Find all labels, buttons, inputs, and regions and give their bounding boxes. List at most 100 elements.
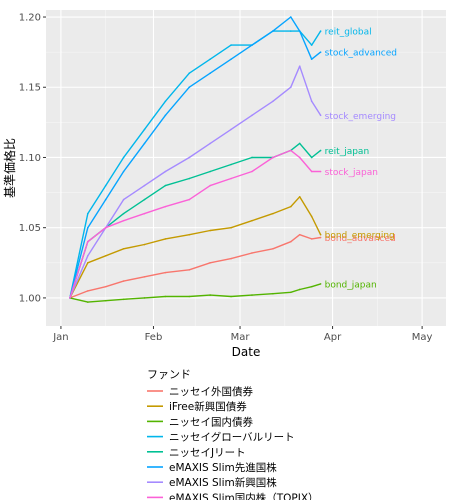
data-point-stock_advanced xyxy=(188,86,191,89)
data-point-stock_japan xyxy=(69,297,71,299)
data-point-bond_advanced xyxy=(289,240,292,243)
data-point-bond_emerging xyxy=(122,247,125,250)
data-point-stock_japan xyxy=(319,170,322,173)
data-point-bond_japan xyxy=(188,295,191,298)
x-tick-label: Mar xyxy=(231,332,251,343)
data-point-reit_japan xyxy=(143,198,146,201)
data-point-stock_emerging xyxy=(188,156,191,159)
data-point-stock_emerging xyxy=(122,198,125,201)
data-point-bond_japan xyxy=(319,283,322,285)
data-point-reit_japan xyxy=(319,149,322,152)
series-end-label-bond_japan: bond_japan xyxy=(325,280,377,290)
data-point-bond_advanced xyxy=(310,238,313,240)
series-end-label-stock_emerging: stock_emerging xyxy=(325,112,396,122)
data-point-stock_japan xyxy=(143,212,146,215)
data-point-stock_japan xyxy=(310,170,313,173)
data-point-stock_emerging xyxy=(230,128,232,131)
data-point-bond_emerging xyxy=(272,212,274,215)
y-tick-label: 1.00 xyxy=(19,293,41,304)
data-point-bond_advanced xyxy=(298,233,301,236)
data-point-bond_advanced xyxy=(188,269,191,271)
data-point-stock_japan xyxy=(209,184,211,187)
data-point-reit_global xyxy=(319,30,322,32)
data-point-stock_japan xyxy=(164,205,167,208)
data-point-bond_advanced xyxy=(164,271,167,274)
y-axis-title: 基準価格比 xyxy=(2,138,17,198)
data-point-bond_japan xyxy=(289,291,292,294)
data-point-bond_advanced xyxy=(272,247,274,250)
data-point-reit_japan xyxy=(164,184,167,187)
legend-entry: iFree新興国債券 xyxy=(169,400,247,413)
data-point-reit_global xyxy=(122,156,125,159)
data-point-stock_advanced xyxy=(289,16,292,18)
data-point-bond_emerging xyxy=(251,219,253,222)
data-point-reit_global xyxy=(164,100,167,103)
data-point-reit_japan xyxy=(251,156,253,159)
data-point-stock_japan xyxy=(104,226,107,229)
series-end-label-bond_emerging: bond_emerging xyxy=(325,231,395,241)
data-point-reit_global xyxy=(230,44,232,46)
x-tick-label: Jan xyxy=(52,332,68,343)
data-point-bond_japan xyxy=(272,292,274,295)
data-point-bond_emerging xyxy=(230,226,232,229)
data-point-stock_advanced xyxy=(272,30,274,32)
legend-entry: ニッセイグローバルリート xyxy=(169,431,295,444)
legend-entry: ニッセイ外国債券 xyxy=(169,385,253,398)
legend-title: ファンド xyxy=(147,368,191,381)
data-point-bond_emerging xyxy=(298,195,301,198)
y-tick-label: 1.10 xyxy=(19,153,41,164)
data-point-stock_japan xyxy=(188,198,191,201)
data-point-bond_emerging xyxy=(289,205,292,208)
data-point-stock_advanced xyxy=(209,72,211,74)
data-point-stock_advanced xyxy=(143,142,146,145)
data-point-stock_japan xyxy=(251,170,253,173)
plot-panel xyxy=(46,10,446,326)
data-point-stock_emerging xyxy=(209,142,211,145)
data-point-bond_japan xyxy=(310,285,313,288)
data-point-bond_emerging xyxy=(310,215,313,218)
data-point-bond_emerging xyxy=(164,238,167,240)
data-point-bond_emerging xyxy=(319,233,322,236)
data-point-stock_advanced xyxy=(319,51,322,53)
x-tick-label: May xyxy=(412,332,433,343)
data-point-stock_advanced xyxy=(230,58,232,60)
series-end-label-stock_japan: stock_japan xyxy=(325,168,378,178)
series-end-label-reit_japan: reit_japan xyxy=(325,147,370,157)
series-end-label-reit_global: reit_global xyxy=(325,28,372,38)
data-point-stock_japan xyxy=(230,177,232,180)
data-point-bond_japan xyxy=(230,295,232,298)
data-point-bond_emerging xyxy=(143,243,146,246)
data-point-reit_global xyxy=(104,184,107,187)
data-point-stock_emerging xyxy=(251,114,253,117)
data-point-reit_global xyxy=(209,58,211,60)
data-point-reit_global xyxy=(310,44,313,46)
data-point-stock_advanced xyxy=(104,198,107,201)
data-point-stock_emerging xyxy=(164,170,167,173)
data-point-stock_japan xyxy=(289,149,292,152)
legend-entry: ニッセイJリート xyxy=(169,447,246,459)
data-point-reit_global xyxy=(143,128,146,131)
data-point-bond_emerging xyxy=(86,262,89,264)
data-point-reit_japan xyxy=(298,142,301,145)
data-point-stock_advanced xyxy=(298,30,301,32)
legend-entry: eMAXIS Slim新興国株 xyxy=(169,476,277,489)
data-point-bond_japan xyxy=(86,301,89,303)
data-point-stock_japan xyxy=(122,219,125,222)
data-point-reit_global xyxy=(86,212,89,215)
data-point-reit_japan xyxy=(230,163,232,166)
data-point-bond_japan xyxy=(104,299,107,302)
data-point-bond_japan xyxy=(298,288,301,291)
data-point-stock_emerging xyxy=(289,86,292,89)
data-point-bond_advanced xyxy=(209,262,211,264)
data-point-bond_japan xyxy=(122,298,125,301)
data-point-bond_advanced xyxy=(122,280,125,282)
data-point-stock_emerging xyxy=(143,184,146,187)
data-point-stock_japan xyxy=(86,240,89,243)
y-tick-label: 1.05 xyxy=(19,223,41,234)
legend-entry: ニッセイ国内債券 xyxy=(169,415,253,428)
legend-entry: eMAXIS Slim国内株（TOPIX） xyxy=(169,491,319,500)
data-point-stock_advanced xyxy=(251,44,253,46)
data-point-stock_emerging xyxy=(272,100,274,103)
